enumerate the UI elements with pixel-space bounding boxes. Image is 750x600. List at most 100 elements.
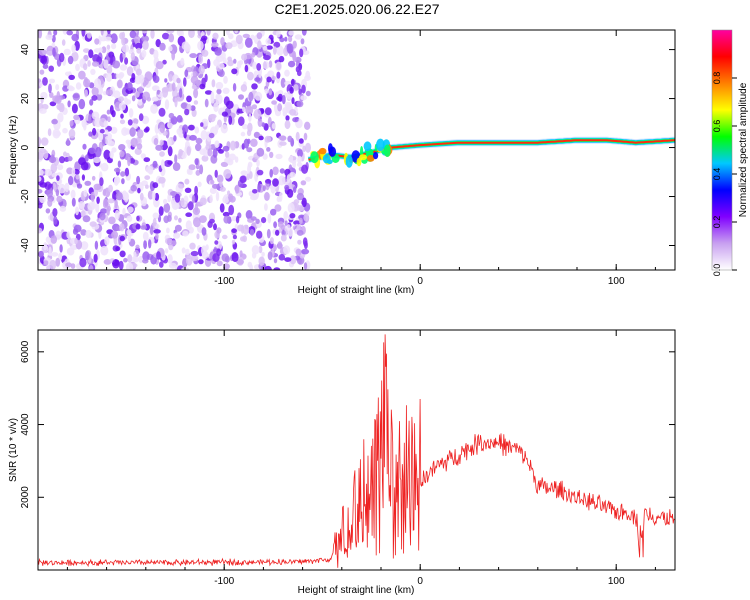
noise-cell bbox=[174, 154, 178, 164]
noise-cell bbox=[93, 183, 102, 190]
noise-cell bbox=[122, 52, 126, 59]
noise-cell bbox=[252, 61, 257, 70]
noise-cell bbox=[303, 132, 308, 141]
noise-cell bbox=[159, 139, 164, 146]
noise-cell bbox=[142, 231, 149, 241]
noise-cell bbox=[266, 76, 272, 83]
noise-cell bbox=[126, 82, 133, 91]
noise-cell bbox=[216, 88, 222, 95]
noise-cell bbox=[258, 135, 264, 141]
noise-cell bbox=[257, 118, 263, 127]
snr-panel: -100 0 100 2000 4000 6000 Height of straight… bbox=[8, 329, 676, 596]
snr-x-label: Height of straight line (km) bbox=[298, 585, 415, 596]
noise-cell bbox=[165, 237, 173, 245]
noise-cell bbox=[284, 184, 290, 191]
colorbar-ticks: 0.0 0.2 0.4 0.6 0.8 bbox=[712, 72, 737, 276]
noise-cell bbox=[249, 171, 253, 180]
noise-cell bbox=[270, 208, 277, 216]
noise-cell bbox=[272, 166, 279, 176]
noise-cell bbox=[301, 248, 310, 255]
noise-cell bbox=[104, 236, 110, 246]
noise-cell bbox=[244, 37, 253, 48]
noise-cell bbox=[297, 155, 302, 164]
noise-cell bbox=[225, 30, 230, 36]
noise-cell bbox=[96, 196, 100, 204]
noise-cell bbox=[248, 91, 254, 102]
noise-cell bbox=[152, 182, 159, 189]
noise-cell bbox=[38, 250, 44, 258]
noise-cell bbox=[42, 64, 49, 69]
x-tick-label: -100 bbox=[214, 576, 234, 587]
noise-cell bbox=[152, 212, 160, 220]
noise-cell bbox=[234, 30, 239, 34]
noise-cell bbox=[150, 104, 158, 114]
noise-cell bbox=[257, 40, 262, 50]
noise-cell bbox=[210, 91, 215, 102]
noise-cell bbox=[263, 54, 271, 61]
noise-cell bbox=[214, 240, 219, 245]
noise-cell bbox=[92, 127, 97, 136]
noise-cell bbox=[52, 182, 56, 190]
noise-cell bbox=[155, 39, 161, 48]
noise-cell bbox=[130, 184, 137, 192]
noise-cell bbox=[221, 111, 228, 117]
noise-cell bbox=[111, 110, 116, 118]
noise-cell bbox=[118, 260, 124, 270]
noise-cell bbox=[199, 148, 207, 156]
noise-cell bbox=[304, 121, 311, 130]
noise-cell bbox=[242, 33, 250, 39]
spectrogram-y-label: Frequency (Hz) bbox=[8, 116, 19, 185]
noise-cell bbox=[200, 130, 208, 140]
noise-cell bbox=[215, 81, 224, 90]
noise-cell bbox=[303, 262, 308, 270]
noise-cell bbox=[78, 157, 87, 166]
noise-cell bbox=[63, 48, 71, 56]
noise-cell bbox=[297, 70, 302, 77]
signal-cell bbox=[356, 157, 362, 167]
signal-cell bbox=[322, 154, 331, 164]
noise-cell bbox=[39, 182, 48, 188]
noise-cell bbox=[50, 252, 59, 257]
noise-cell bbox=[166, 30, 175, 34]
noise-cell bbox=[112, 60, 121, 69]
noise-cell bbox=[260, 108, 265, 114]
noise-cell bbox=[257, 182, 261, 193]
noise-cell bbox=[88, 113, 92, 124]
noise-cell bbox=[201, 245, 207, 256]
noise-cell bbox=[223, 75, 228, 84]
spectrogram-y-ticks: -40 -20 0 20 40 bbox=[20, 44, 675, 253]
noise-cell bbox=[292, 40, 297, 49]
noise-cell bbox=[276, 71, 281, 79]
noise-cell bbox=[232, 83, 237, 92]
noise-cell bbox=[209, 194, 213, 203]
noise-cell bbox=[287, 202, 295, 213]
noise-cell bbox=[135, 68, 142, 76]
noise-cell bbox=[127, 233, 131, 243]
y-tick-label: 0 bbox=[20, 144, 31, 150]
noise-cell bbox=[58, 102, 65, 113]
noise-cell bbox=[273, 267, 281, 270]
noise-cell bbox=[38, 188, 43, 194]
noise-cell bbox=[223, 169, 232, 179]
noise-cell bbox=[292, 50, 297, 61]
noise-cell bbox=[171, 82, 176, 92]
noise-cell bbox=[227, 56, 233, 62]
noise-cell bbox=[273, 258, 278, 264]
noise-cell bbox=[271, 100, 277, 105]
noise-cell bbox=[176, 115, 183, 123]
noise-cell bbox=[199, 164, 204, 175]
noise-cell bbox=[119, 150, 125, 158]
noise-cell bbox=[66, 167, 74, 175]
noise-cell bbox=[277, 241, 283, 250]
noise-cell bbox=[93, 253, 98, 263]
noise-cell bbox=[174, 193, 181, 203]
noise-cell bbox=[167, 137, 172, 148]
noise-cell bbox=[67, 100, 71, 108]
noise-cell bbox=[278, 253, 286, 261]
noise-cell bbox=[216, 248, 222, 257]
noise-cell bbox=[136, 175, 141, 185]
noise-cell bbox=[91, 86, 99, 97]
noise-cell bbox=[79, 257, 87, 268]
noise-cell bbox=[156, 90, 160, 95]
noise-cell bbox=[194, 126, 200, 134]
